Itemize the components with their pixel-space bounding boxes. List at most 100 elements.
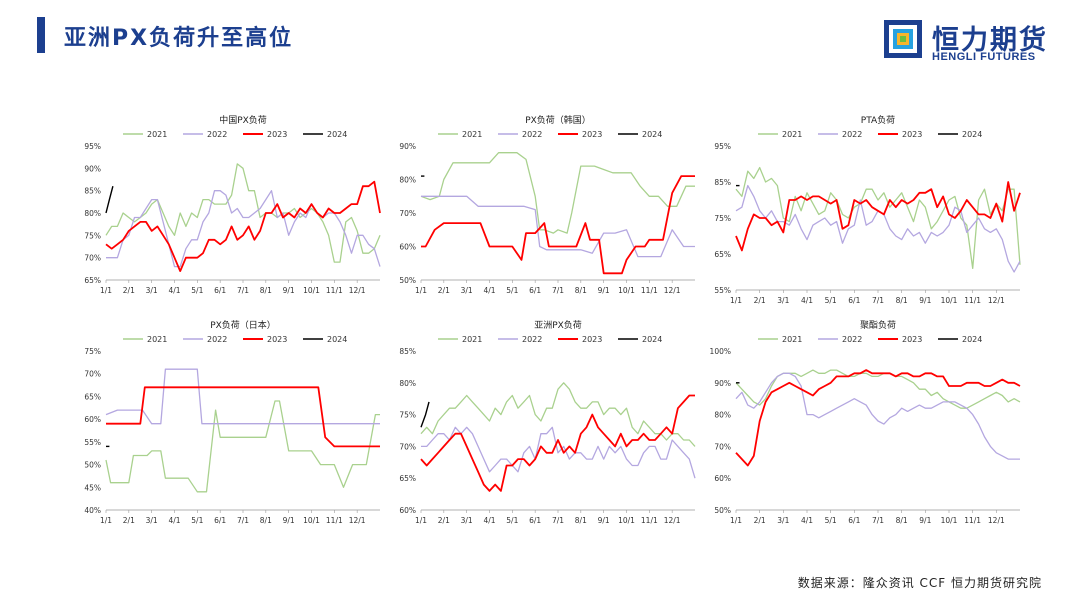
chart-svg: PX负荷（日本） 2021 2022 2023 2024 40% 45% 50% 55% 60% 6… <box>84 319 380 525</box>
x-tick-label: 4/1 <box>801 516 813 525</box>
x-tick-label: 9/1 <box>283 516 295 525</box>
x-tick-label: 11/1 <box>641 516 658 525</box>
y-tick-label: 90% <box>399 142 416 151</box>
y-tick-label: 90% <box>84 164 101 173</box>
chart-svg: 亚洲PX负荷 2021 2022 2023 2024 60% 65% 70% 75% 80% 85%… <box>399 319 696 525</box>
x-tick-label: 8/1 <box>575 516 587 525</box>
x-tick-label: 6/1 <box>529 286 541 295</box>
series-line-2023 <box>735 369 1021 467</box>
legend-label-2024: 2024 <box>962 335 982 344</box>
series-line-2023 <box>420 394 695 492</box>
legend-label-2022: 2022 <box>207 130 227 139</box>
title-accent-bar <box>37 17 45 53</box>
y-tick-label: 75% <box>84 347 101 356</box>
series-line-2022 <box>735 372 1020 460</box>
x-tick-label: 10/1 <box>941 516 958 525</box>
y-tick-label: 95% <box>714 142 731 151</box>
logo-name-cn: 恒力期货 <box>932 25 1048 56</box>
x-tick-label: 5/1 <box>506 286 518 295</box>
y-tick-label: 75% <box>714 214 731 223</box>
series-line-2022 <box>105 368 380 425</box>
x-tick-label: 6/1 <box>529 516 541 525</box>
x-tick-label: 2/1 <box>754 516 766 525</box>
legend-label-2021: 2021 <box>782 335 802 344</box>
x-tick-label: 6/1 <box>848 296 860 305</box>
series-line-2021 <box>420 382 696 447</box>
x-tick-label: 1/1 <box>415 286 427 295</box>
y-tick-label: 80% <box>714 411 731 420</box>
legend-label-2023: 2023 <box>902 130 922 139</box>
y-tick-label: 100% <box>710 347 731 356</box>
legend-label-2023: 2023 <box>267 130 287 139</box>
chart-pta-load: PTA负荷 2021 2022 2023 2024 55% 65% 75% 85% 95% 1/1 2… <box>700 112 1030 312</box>
legend-label-2024: 2024 <box>642 130 662 139</box>
series-line-2023 <box>106 386 380 448</box>
chart-polyester-load: 聚酯负荷 2021 2022 2023 2024 50% 60% 70% 80% 90% 100% 1… <box>700 317 1030 532</box>
x-tick-label: 7/1 <box>872 516 884 525</box>
x-tick-label: 6/1 <box>848 516 860 525</box>
series-line-2021 <box>735 166 1021 270</box>
series-line-2024 <box>420 401 430 428</box>
x-tick-label: 1/1 <box>100 516 112 525</box>
x-tick-label: 1/1 <box>730 296 742 305</box>
series-line-2022 <box>421 195 695 258</box>
legend-label-2021: 2021 <box>462 335 482 344</box>
legend-label-2023: 2023 <box>582 130 602 139</box>
y-tick-label: 80% <box>84 209 101 218</box>
y-tick-label: 60% <box>399 243 416 252</box>
x-tick-label: 5/1 <box>825 516 837 525</box>
legend-label-2021: 2021 <box>147 335 167 344</box>
x-tick-label: 12/1 <box>988 516 1005 525</box>
y-tick-label: 45% <box>84 483 101 492</box>
series-line-2024 <box>105 186 114 214</box>
x-tick-label: 7/1 <box>237 286 249 295</box>
y-tick-label: 85% <box>714 178 731 187</box>
x-tick-label: 11/1 <box>964 296 981 305</box>
chart-title: 中国PX负荷 <box>219 114 267 126</box>
x-tick-label: 2/1 <box>123 516 135 525</box>
x-tick-label: 6/1 <box>214 516 226 525</box>
x-tick-label: 10/1 <box>303 286 320 295</box>
legend-label-2022: 2022 <box>207 335 227 344</box>
x-tick-label: 3/1 <box>461 286 473 295</box>
y-tick-label: 55% <box>714 286 731 295</box>
x-tick-label: 10/1 <box>618 286 635 295</box>
legend-label-2022: 2022 <box>842 335 862 344</box>
y-tick-label: 75% <box>84 231 101 240</box>
series-line-2022 <box>421 426 696 479</box>
x-tick-label: 12/1 <box>664 286 681 295</box>
x-tick-label: 8/1 <box>896 296 908 305</box>
series-line-2023 <box>105 180 381 273</box>
series-line-2021 <box>105 400 380 493</box>
chart-title: PTA负荷 <box>861 114 895 126</box>
x-tick-label: 2/1 <box>438 516 450 525</box>
x-tick-label: 7/1 <box>237 516 249 525</box>
series-line-2023 <box>735 181 1021 252</box>
legend-label-2024: 2024 <box>642 335 662 344</box>
y-tick-label: 50% <box>399 276 416 285</box>
x-tick-label: 3/1 <box>777 296 789 305</box>
y-tick-label: 95% <box>84 142 101 151</box>
legend-label-2022: 2022 <box>842 130 862 139</box>
y-tick-label: 85% <box>84 187 101 196</box>
y-tick-label: 90% <box>714 379 731 388</box>
x-tick-label: 1/1 <box>100 286 112 295</box>
y-tick-label: 85% <box>399 347 416 356</box>
y-tick-label: 65% <box>399 474 416 483</box>
x-tick-label: 11/1 <box>964 516 981 525</box>
logo-name-en: HENGLI FUTURES <box>932 51 1036 63</box>
chart-japan-px-load: PX负荷（日本） 2021 2022 2023 2024 40% 45% 50% 55% 60% 6… <box>70 317 390 532</box>
chart-svg: 聚酯负荷 2021 2022 2023 2024 50% 60% 70% 80% 90% 100% 1… <box>710 319 1021 525</box>
legend-label-2024: 2024 <box>327 130 347 139</box>
y-tick-label: 60% <box>714 474 731 483</box>
x-tick-label: 12/1 <box>988 296 1005 305</box>
x-tick-label: 1/1 <box>415 516 427 525</box>
y-tick-label: 75% <box>399 411 416 420</box>
x-tick-label: 8/1 <box>575 286 587 295</box>
x-tick-label: 5/1 <box>191 286 203 295</box>
legend-label-2021: 2021 <box>147 130 167 139</box>
x-tick-label: 3/1 <box>146 286 158 295</box>
series-line-2022 <box>735 184 1021 273</box>
x-tick-label: 7/1 <box>872 296 884 305</box>
legend-label-2024: 2024 <box>962 130 982 139</box>
